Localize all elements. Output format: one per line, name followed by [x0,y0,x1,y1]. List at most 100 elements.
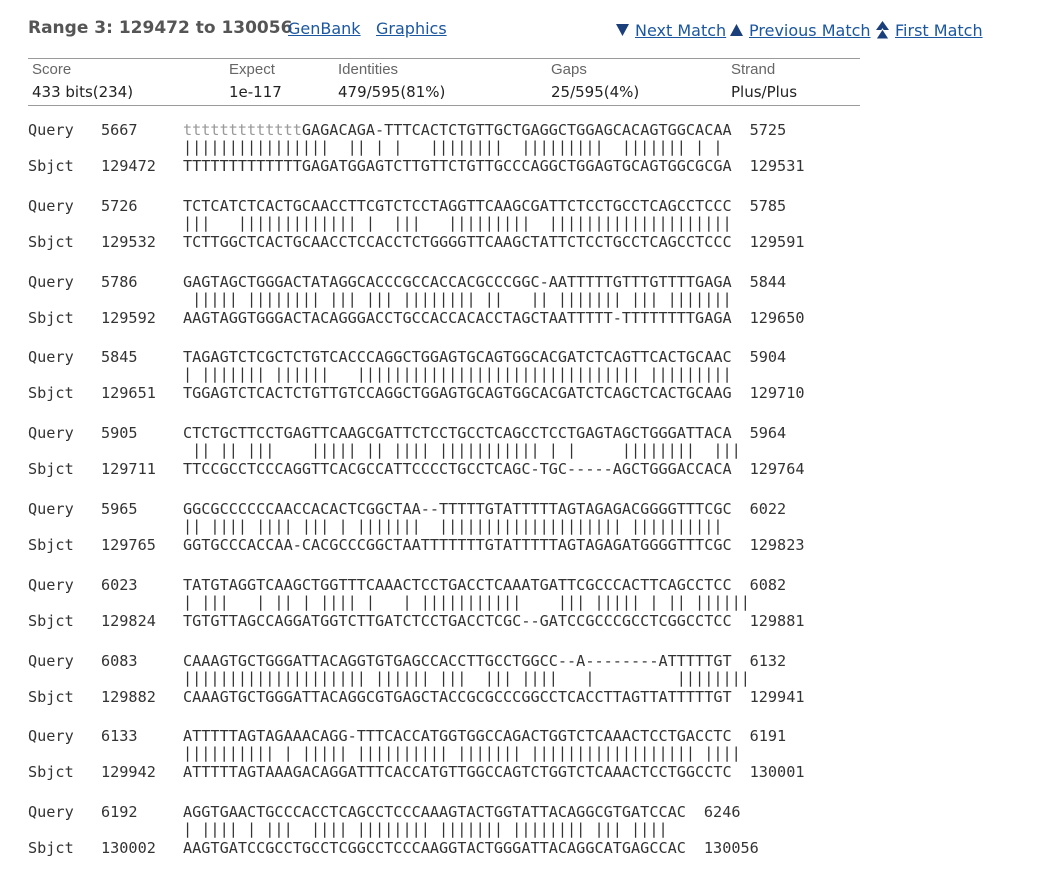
next-match-label: Next Match [635,20,727,40]
query-label: Query [28,196,74,215]
query-end: 5844 [749,272,787,291]
sbjct-sequence: CAAAGTGCTGGGATTACAGGCGTGAGCTACCGCGCCCGGC… [183,687,732,706]
sbjct-label: Sbjct [28,460,74,479]
query-line: Query 6083 CAAAGTGCTGGGATTACAGGTGTGAGCCACC… [28,651,786,671]
previous-match-label: Previous Match [749,20,871,40]
sbjct-line: Sbjct 129765 GGTGCCCACCAA-CACGCCCGGCTAATTT… [28,535,805,555]
range-title: Range 3: 129472 to 130056 [28,18,293,38]
query-start: 5905 [101,424,138,443]
query-end: 5964 [749,424,787,443]
sbjct-label: Sbjct [28,839,74,858]
query-sequence: CTCTGCTTCCTGAGTTCAAGCGATTCTCCTGCCTCAGCCT… [183,424,732,443]
match-bars: | ||||||| |||||| |||||||||||||||||||||||… [183,365,732,384]
alignment-block: Query 5726 TCTCATCTCACTGCAACCTTCGTCTCCTAGG… [28,194,1038,270]
query-start: 5726 [101,196,138,215]
sbjct-label: Sbjct [28,384,74,403]
alignment-block: Query 6083 CAAAGTGCTGGGATTACAGGTGTGAGCCACC… [28,649,1038,725]
sbjct-sequence: TGTGTTAGCCAGGATGGTCTTGATCTCCTGACCTCGC--G… [183,611,732,630]
sbjct-line: Sbjct 129824 TGTGTTAGCCAGGATGGTCTTGATCTCCT… [28,611,805,631]
query-line: Query 6192 AGGTGAACTGCCCACCTCAGCCTCCCAAAGT… [28,802,740,822]
query-line: Query 5786 GAGTAGCTGGGACTATAGGCACCCGCCACCA… [28,272,786,292]
match-line: || || ||| ||||| || |||| ||||||||||| | | … [28,440,741,460]
graphics-link[interactable]: Graphics [376,19,447,38]
alignment-stats: Score 433 bits(234) Expect 1e-117 Identi… [28,58,860,106]
previous-match-link[interactable]: Previous Match [730,19,871,41]
match-line: |||||||||||||||| || | | |||||||| |||||||… [28,137,722,157]
sbjct-line: Sbjct 129711 TTCCGCCTCCCAGGTTCACGCCATTCCCC… [28,459,805,479]
sbjct-start: 129592 [101,308,156,327]
match-bars: | |||| | ||| |||| |||||||| ||||||| |||||… [183,820,668,839]
query-label: Query [28,651,74,670]
sbjct-line: Sbjct 129942 ATTTTTAGTAAAGACAGGATTTCACCATG… [28,762,805,782]
match-line: | |||| | ||| |||| |||||||| ||||||| |||||… [28,819,668,839]
query-label: Query [28,499,74,518]
query-sequence: TATGTAGGTCAAGCTGGTTTCAAACTCCTGACCTCAAATG… [183,575,732,594]
sbjct-start: 130002 [101,839,156,858]
sbjct-end: 129764 [749,460,805,479]
query-label: Query [28,803,74,822]
next-match-link[interactable]: Next Match [616,19,726,41]
sbjct-sequence: TCTTGGCTCACTGCAACCTCCACCTCTGGGGTTCAAGCTA… [183,232,732,251]
sbjct-line: Sbjct 129882 CAAAGTGCTGGGATTACAGGCGTGAGCTA… [28,687,805,707]
strand-label: Strand [731,61,776,78]
query-label: Query [28,121,74,139]
alignment-block: Query 6023 TATGTAGGTCAAGCTGGTTTCAAACTCCTGA… [28,573,1038,649]
sbjct-line: Sbjct 129472 TTTTTTTTTTTTTGAGATGGAGTCTTGTT… [28,156,805,176]
query-start: 5845 [101,348,138,367]
query-sequence: GGCGCCCCCCAACCACACTCGGCTAA--TTTTTGTATTTT… [183,499,732,518]
gaps-label: Gaps [551,61,587,78]
query-sequence: TAGAGTCTCGCTCTGTCACCCAGGCTGGAGTGCAGTGGCA… [183,348,732,367]
sbjct-end: 129650 [749,308,805,327]
match-line: | ||| | || | |||| | | ||||||||||| ||| ||… [28,592,750,612]
query-line: Query 6133 ATTTTTAGTAGAAACAGG-TTTCACCATGGT… [28,726,786,746]
sbjct-start: 129651 [101,384,156,403]
sbjct-sequence: AAGTGATCCGCCTGCCTCGGCCTCCCAAGGTACTGGGATT… [183,839,686,858]
sbjct-label: Sbjct [28,157,74,175]
query-line: Query 5965 GGCGCCCCCCAACCACACTCGGCTAA--TTT… [28,499,786,519]
query-label: Query [28,727,74,746]
sbjct-start: 129711 [101,460,156,479]
sbjct-sequence: TGGAGTCTCACTCTGTTGTCCAGGCTGGAGTGCAGTGGCA… [183,384,732,403]
expect-label: Expect [229,61,275,78]
first-match-label: First Match [895,20,983,40]
sbjct-label: Sbjct [28,687,74,706]
sbjct-sequence: ATTTTTAGTAAAGACAGGATTTCACCATGTTGGCCAGTCT… [183,763,732,782]
alignment-block: Query 5965 GGCGCCCCCCAACCACACTCGGCTAA--TTT… [28,497,1038,573]
identities-label: Identities [338,61,399,78]
sbjct-sequence: GGTGCCCACCAA-CACGCCCGGCTAATTTTTTTGTATTTT… [183,535,732,554]
range-header: Range 3: 129472 to 130056 GenBank Graphi… [28,18,988,42]
query-sequence: AGGTGAACTGCCCACCTCAGCCTCCCAAAGTACTGGTATT… [183,803,686,822]
expect-value: 1e-117 [229,83,282,101]
sbjct-line: Sbjct 129532 TCTTGGCTCACTGCAACCTCCACCTCTGG… [28,232,805,252]
query-sequence: TCTCATCTCACTGCAACCTTCGTCTCCTAGGTTCAAGCGA… [183,196,732,215]
query-line: Query 6023 TATGTAGGTCAAGCTGGTTTCAAACTCCTGA… [28,575,786,595]
match-bars: ||| ||||||||||||| | ||| ||||||||| ||||||… [183,213,732,232]
first-match-link[interactable]: First Match [876,19,983,41]
alignment-block: Query 5786 GAGTAGCTGGGACTATAGGCACCCGCCACCA… [28,270,1038,346]
gaps-value: 25/595(4%) [551,83,640,101]
query-end: 6132 [749,651,787,670]
genbank-link[interactable]: GenBank [288,19,361,38]
sbjct-sequence: TTCCGCCTCCCAGGTTCACGCCATTCCCCTGCCTCAGC-T… [183,460,732,479]
query-start: 5965 [101,499,138,518]
score-label: Score [32,61,72,78]
sbjct-end: 129531 [749,157,805,175]
query-lowercase-seq: ttttttttttttt [183,121,302,139]
query-start: 6023 [101,575,138,594]
alignment-block: Query 6133 ATTTTTAGTAGAAACAGG-TTTCACCATGGT… [28,724,1038,800]
sbjct-start: 129824 [101,611,156,630]
sbjct-line: Sbjct 129651 TGGAGTCTCACTCTGTTGTCCAGGCTGGA… [28,383,805,403]
match-bars: |||||||||||||||||||| |||||| ||| ||| ||||… [183,668,750,687]
match-bars: | ||| | || | |||| | | ||||||||||| ||| ||… [183,592,750,611]
sbjct-end: 129941 [749,687,805,706]
query-start: 5667 [101,121,138,139]
sbjct-label: Sbjct [28,763,74,782]
query-start: 6083 [101,651,138,670]
match-bars: || |||| |||| ||| | ||||||| |||||||||||||… [183,516,723,535]
query-start: 6192 [101,803,138,822]
match-bars: || || ||| ||||| || |||| ||||||||||| | | … [183,441,741,460]
query-start: 5786 [101,272,138,291]
query-sequence: CAAAGTGCTGGGATTACAGGTGTGAGCCACCTTGCCTGGC… [183,651,732,670]
sbjct-line: Sbjct 129592 AAGTAGGTGGGACTACAGGGACCTGCCAC… [28,308,805,328]
query-end: 6082 [749,575,787,594]
